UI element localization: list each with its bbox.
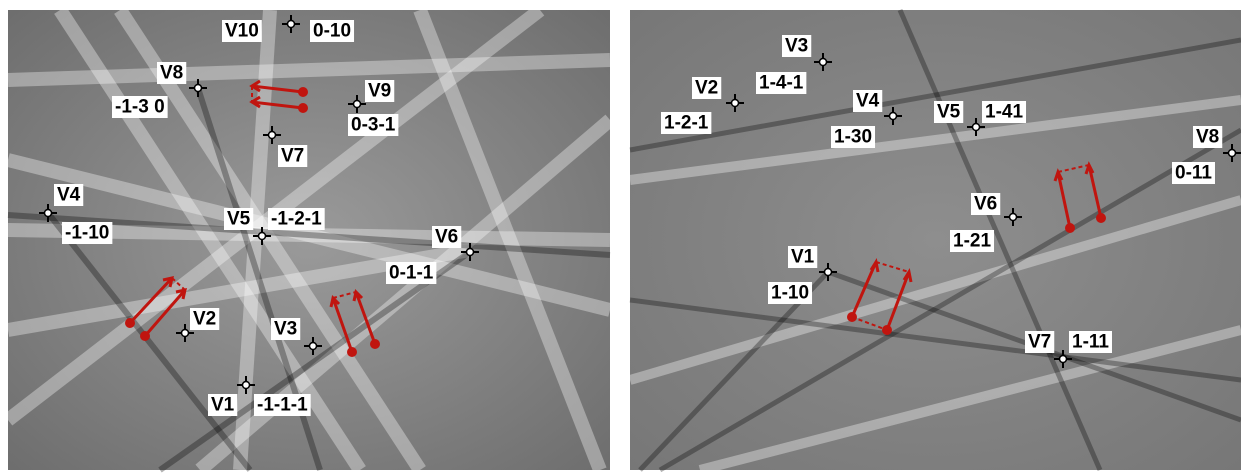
marker-label: -1-10	[62, 222, 112, 244]
marker-label: V8	[157, 62, 186, 84]
crosshair-center	[890, 113, 897, 120]
label-text: 1-10	[771, 283, 809, 304]
marker-label: 1-21	[950, 230, 994, 252]
label-text: V7	[1028, 332, 1051, 353]
label-text: V4	[856, 91, 880, 112]
crosshair-center	[1060, 356, 1067, 363]
marker-label: 1-11	[1069, 331, 1112, 353]
label-text: V7	[281, 146, 304, 167]
label-text: V2	[193, 309, 216, 330]
marker-label: 0-10	[310, 20, 354, 42]
marker-label: 1-2-1	[661, 112, 711, 134]
marker-label: V8	[1193, 126, 1222, 148]
crosshair-center	[1010, 214, 1017, 221]
crosshair-center	[195, 85, 202, 92]
label-text: 0-10	[313, 21, 351, 42]
label-text: 1-41	[985, 102, 1023, 123]
label-text: 0-11	[1175, 163, 1212, 184]
crosshair-center	[259, 233, 266, 240]
label-text: 1-11	[1072, 332, 1109, 353]
crosshair-center	[243, 382, 250, 389]
marker-label: V3	[782, 35, 811, 57]
label-text: V8	[160, 63, 183, 84]
label-text: V3	[785, 36, 808, 57]
marker-label: 1-41	[982, 101, 1026, 123]
label-text: V3	[274, 319, 297, 340]
crosshair-center	[288, 21, 295, 28]
label-text: V5	[937, 102, 961, 123]
label-text: 0-3-1	[351, 115, 396, 136]
label-text: V6	[435, 227, 458, 248]
marker-label: V1	[788, 246, 817, 268]
label-text: V1	[211, 395, 235, 416]
crosshair-center	[732, 100, 739, 107]
label-text: V9	[368, 81, 391, 102]
marker-label: V1	[208, 394, 237, 416]
label-text: 1-2-1	[664, 113, 709, 134]
marker-label: V7	[278, 145, 307, 167]
crosshair-center	[820, 59, 827, 66]
label-text: 1-30	[834, 127, 872, 148]
marker-label: 0-3-1	[348, 114, 398, 136]
marker-label: 1-10	[768, 282, 812, 304]
label-text: 1-4-1	[759, 73, 804, 94]
marker-label: V10	[222, 20, 262, 42]
crosshair-center	[310, 343, 317, 350]
marker-label: V6	[432, 226, 461, 248]
marker-label: V2	[692, 77, 721, 99]
marker-label: 1-30	[831, 126, 875, 148]
label-text: 1-21	[953, 231, 991, 252]
marker-label: 1-4-1	[756, 72, 806, 94]
marker-label: V7	[1025, 331, 1054, 353]
label-text: -1-10	[65, 223, 109, 244]
marker-label: -1-2-1	[268, 208, 325, 230]
label-text: V6	[974, 194, 997, 215]
label-text: 0-1-1	[389, 263, 434, 284]
label-text: V4	[57, 185, 81, 206]
marker-label: V5	[224, 208, 253, 230]
right-panel	[630, 10, 1241, 470]
label-text: V5	[227, 209, 251, 230]
crosshair-center	[45, 210, 52, 217]
crosshair-center	[825, 269, 832, 276]
marker-label: V4	[54, 184, 83, 206]
crosshair-center	[182, 330, 189, 337]
crosshair-center	[973, 124, 980, 131]
crosshair-center	[1229, 150, 1236, 157]
marker-label: V9	[365, 80, 394, 102]
marker-label: 0-1-1	[386, 262, 436, 284]
marker-label: -1-1-1	[254, 394, 311, 416]
label-text: V1	[791, 247, 815, 268]
crosshair-center	[269, 132, 276, 139]
marker-label: V6	[971, 193, 1000, 215]
label-text: -1-3 0	[115, 97, 165, 118]
marker-label: -1-3 0	[112, 96, 168, 118]
crosshair-center	[467, 249, 474, 256]
marker-label: V5	[934, 101, 963, 123]
label-text: V10	[225, 21, 259, 42]
marker-label: V3	[271, 318, 300, 340]
crosshair-center	[354, 101, 361, 108]
label-text: V8	[1196, 127, 1219, 148]
figure: V10 0-10 V8 -1-3 0 V9 0-3-1 V7 V4 -1-10 V5 -1-2-1 V…	[0, 0, 1241, 473]
marker-label: V4	[853, 90, 882, 112]
label-text: -1-2-1	[271, 209, 322, 230]
marker-label: V2	[190, 308, 219, 330]
label-text: V2	[695, 78, 718, 99]
marker-label: 0-11	[1172, 162, 1215, 184]
label-text: -1-1-1	[257, 395, 308, 416]
